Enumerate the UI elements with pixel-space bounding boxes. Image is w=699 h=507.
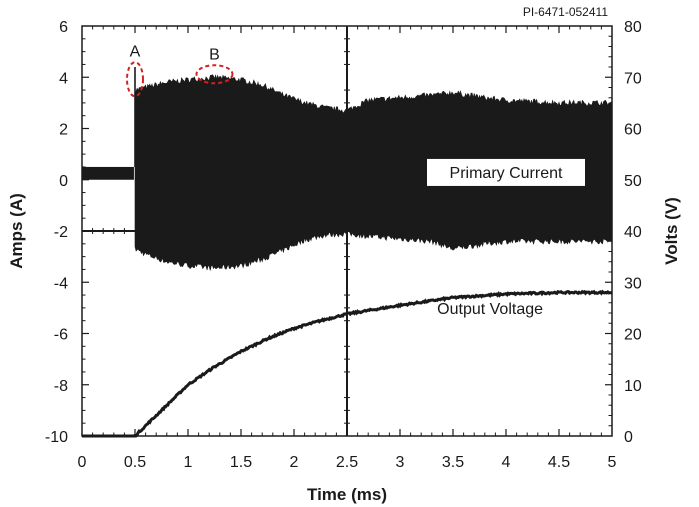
y-right-tick-label: 40: [624, 224, 642, 241]
y-right-tick-label: 80: [624, 19, 642, 36]
y-left-tick-label: -6: [54, 327, 68, 344]
annotation-label-b: B: [209, 46, 220, 63]
x-tick-label: 4.5: [548, 454, 570, 471]
x-tick-label: 3: [396, 454, 405, 471]
y-left-tick-label: -4: [54, 275, 68, 292]
y-right-tick-label: 10: [624, 378, 642, 395]
y-left-tick-label: 0: [59, 173, 68, 190]
y-right-tick-label: 0: [624, 429, 633, 446]
x-tick-label: 5: [608, 454, 617, 471]
annotation-label-a: A: [130, 43, 141, 60]
x-tick-label: 4: [502, 454, 511, 471]
x-tick-label: 0: [78, 454, 87, 471]
y-right-tick-label: 20: [624, 327, 642, 344]
left-axis-title: Amps (A): [7, 193, 26, 269]
y-left-tick-label: -2: [54, 224, 68, 241]
output-voltage-label: Output Voltage: [437, 301, 543, 318]
primary-current-label: Primary Current: [450, 165, 563, 182]
y-left-tick-label: -8: [54, 378, 68, 395]
figure-code: PI-6471-052411: [523, 5, 609, 19]
y-right-tick-label: 70: [624, 70, 642, 87]
x-axis-title: Time (ms): [307, 485, 387, 504]
x-tick-label: 0.5: [124, 454, 146, 471]
x-tick-label: 2: [290, 454, 299, 471]
x-tick-label: 3.5: [442, 454, 464, 471]
right-axis-title: Volts (V): [662, 197, 681, 265]
y-left-tick-label: 4: [59, 70, 68, 87]
y-right-tick-label: 30: [624, 275, 642, 292]
y-left-tick-label: -10: [45, 429, 68, 446]
y-left-tick-label: 6: [59, 19, 68, 36]
y-right-tick-label: 50: [624, 173, 642, 190]
x-tick-label: 1: [184, 454, 193, 471]
y-left-tick-label: 2: [59, 122, 68, 139]
primary-current-idle-band: [82, 167, 134, 180]
x-tick-label: 1.5: [230, 454, 252, 471]
y-right-tick-label: 60: [624, 122, 642, 139]
x-tick-label: 2.5: [336, 454, 358, 471]
